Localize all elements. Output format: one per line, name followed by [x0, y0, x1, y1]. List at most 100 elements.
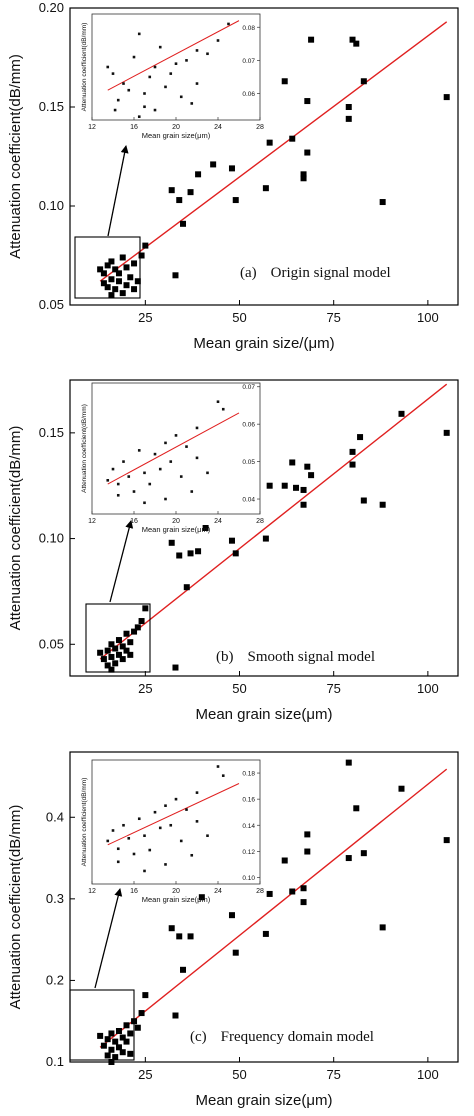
- chart1-inset-data-point: [190, 102, 194, 105]
- chart3-data-point: [289, 888, 296, 895]
- chart2-inset-data-point: [148, 482, 152, 486]
- chart3-inset-data-point: [216, 765, 220, 768]
- chart1-data-point: [379, 199, 386, 206]
- chart2-inset-data-point: [190, 490, 194, 493]
- chart1-data-point: [119, 290, 126, 297]
- chart1-inset-data-point: [174, 62, 178, 65]
- chart3-inset-ylabel: Attenuation coefficient(dB/mm): [81, 778, 88, 867]
- chart1-data-point: [134, 278, 141, 285]
- chart3-xlabel: Mean grain size(μm): [195, 1092, 332, 1109]
- chart2-data-point: [104, 647, 111, 654]
- chart2-inset-data-point: [143, 501, 146, 505]
- chart1-zoom-arrow: [107, 145, 129, 237]
- chart3-inset-xtick-label: 28: [256, 888, 264, 895]
- chart3-xtick-label: 100: [417, 1067, 439, 1082]
- chart2-data-point: [398, 410, 405, 417]
- chart2-data-point: [108, 653, 115, 660]
- chart2-inset-data-point: [132, 490, 136, 493]
- chart2-ytick-label: 0.05: [39, 636, 64, 651]
- chart1-ytick-label: 0.15: [39, 99, 64, 114]
- chart3-data-point: [266, 890, 273, 897]
- chart2-xtick-label: 75: [326, 681, 340, 696]
- chart2-data-point: [281, 482, 288, 489]
- chart3-data-point: [180, 966, 187, 973]
- chart2-data-point: [100, 656, 107, 663]
- chart3-data-point: [232, 949, 239, 956]
- chart1-inset-fit-line: [107, 20, 240, 91]
- chart1-inset-data-point: [153, 65, 157, 69]
- chart2-inset-data-point: [137, 449, 141, 452]
- chart3-data-point: [281, 857, 288, 864]
- chart2-inset-xtick-label: 12: [88, 518, 96, 525]
- chart1-data-point: [115, 278, 122, 285]
- chart1-inset-xtick-label: 20: [172, 124, 180, 131]
- chart3-ytick-label: 0.3: [46, 891, 64, 906]
- chart2-annotation: (b) Smooth signal model: [216, 649, 375, 665]
- chart3-inset-data-point: [206, 834, 209, 838]
- chart2-inset-ytick-label: 0.04: [242, 497, 255, 504]
- chart1-data-point: [345, 115, 352, 122]
- chart3-inset-data-point: [190, 853, 194, 857]
- chart2-xtick-label: 100: [417, 681, 439, 696]
- chart2-inset-fit-line: [107, 412, 240, 485]
- chart2-inset-xtick-label: 16: [130, 518, 138, 525]
- chart3-data-point: [228, 912, 235, 919]
- chart2-inset-frame: [91, 382, 261, 515]
- chart1-xlabel: Mean grain size/(μm): [193, 335, 334, 352]
- chart1-xtick-label: 75: [326, 310, 340, 325]
- chart1-data-point: [131, 260, 138, 267]
- chart3-xtick-label: 75: [326, 1067, 340, 1082]
- chart2-xtick-label: 25: [138, 681, 152, 696]
- chart2-inset-xtick-label: 24: [214, 518, 222, 525]
- chart2-data-point: [172, 664, 179, 671]
- chart3-ytick-label: 0.2: [46, 972, 64, 987]
- chart1-inset-data-point: [148, 75, 152, 79]
- chart2-data-point: [228, 537, 235, 544]
- chart2-data-point: [168, 539, 175, 546]
- chart2-data-point: [97, 649, 104, 656]
- chart2-zoom-arrow: [109, 520, 134, 603]
- chart1-model-name: Origin signal model: [271, 265, 391, 281]
- chart3-data-point: [360, 850, 367, 857]
- chart1-data-point: [112, 286, 119, 293]
- chart1-inset-data-point: [137, 115, 141, 118]
- chart3-data-point: [262, 930, 269, 937]
- chart3-data-point: [398, 785, 405, 792]
- chart3-data-point: [97, 1032, 104, 1039]
- chart2-inset-ytick-label: 0.07: [242, 384, 255, 391]
- chart3-inset-data-point: [164, 863, 167, 866]
- chart1-data-point: [353, 40, 360, 47]
- chart3-inset-data-point: [116, 847, 120, 851]
- chart2-ytick-label: 0.15: [39, 425, 64, 440]
- chart1-data-point: [289, 135, 296, 142]
- chart1-data-point: [172, 272, 179, 279]
- chart3-data-point: [108, 1030, 115, 1037]
- chart2-inset-data-point: [195, 426, 199, 430]
- chart2-data-point: [123, 630, 130, 637]
- chart2-inset-data-point: [195, 456, 199, 460]
- chart1-inset-ytick-label: 0.07: [242, 58, 255, 65]
- chart2-data-point: [187, 550, 194, 557]
- chart1-data-point: [195, 171, 202, 178]
- chart2-data-point: [176, 552, 183, 559]
- chart2-inset: 12 16 20 24 28 0.04 0.05 0.06 0.07 Mean grain siz…: [81, 382, 264, 534]
- chart1-inset-xtick-label: 24: [214, 124, 222, 131]
- chart1-inset-data-point: [179, 95, 183, 99]
- chart1-data-point: [127, 274, 134, 281]
- chart2-inset-data-point: [206, 471, 209, 475]
- chart2-data-point: [349, 448, 356, 455]
- chart2-data-point: [115, 651, 122, 658]
- chart2-data-point: [134, 624, 141, 631]
- chart3-panel-label: (c): [190, 1029, 207, 1045]
- chart1-inset-data-point: [113, 108, 117, 112]
- chart2-data-point: [183, 584, 190, 591]
- chart2-inset-data-point: [174, 434, 178, 437]
- chart2-ylabel: Attenuation coefficient(dB/mm): [7, 426, 24, 631]
- chart1-xtick-label: 25: [138, 310, 152, 325]
- chart2-data-point: [266, 482, 273, 489]
- chart3-xtick-label: 25: [138, 1067, 152, 1082]
- chart1-inset-data-point: [169, 72, 173, 75]
- chart1-inset-ytick-label: 0.06: [242, 91, 255, 98]
- chart3-inset-xtick-label: 20: [172, 888, 180, 895]
- chart1-data-point: [104, 262, 111, 269]
